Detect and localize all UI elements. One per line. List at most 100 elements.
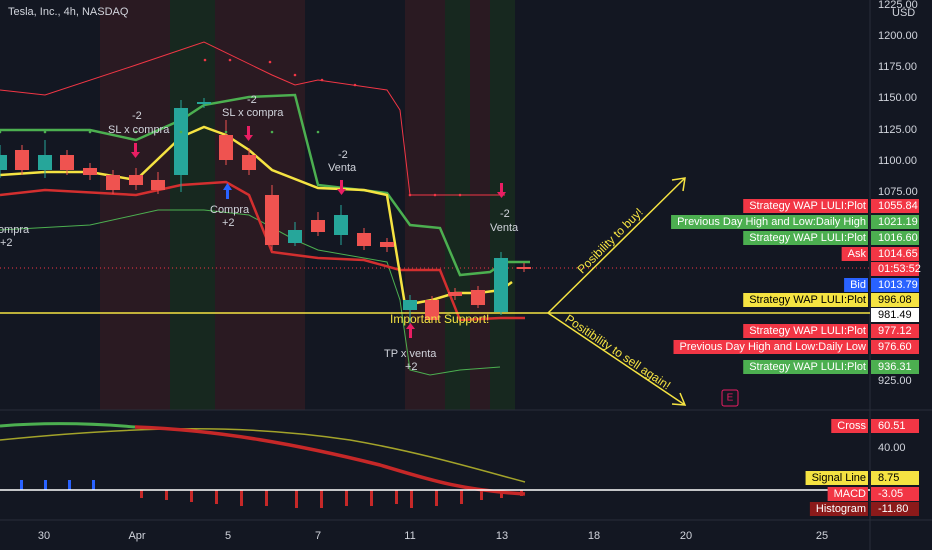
signal: -2	[132, 110, 142, 122]
dot	[353, 83, 357, 87]
dot	[316, 130, 320, 134]
time-label: 13	[496, 530, 508, 542]
tag-value: 01:53:52	[878, 263, 921, 275]
candle-body	[83, 168, 97, 175]
signal: +2	[0, 237, 13, 249]
tag-value: 8.75	[878, 472, 899, 484]
candle-body	[60, 155, 74, 170]
sell-note: Positibility to sell again!	[563, 312, 674, 393]
tag-name: Histogram	[816, 503, 866, 515]
tag-name: Strategy WAP LULI:Plot	[749, 325, 866, 337]
hist-bar	[68, 480, 71, 490]
value-tag	[871, 215, 919, 229]
tag-value: 1021.19	[878, 216, 918, 228]
signal: Venta	[328, 162, 357, 174]
hist-bar	[345, 490, 348, 506]
value-tag	[871, 487, 919, 501]
tag-value: 1013.79	[878, 279, 918, 291]
hist-bar	[44, 480, 47, 490]
support-note: Important Support!	[390, 312, 489, 326]
value-tag	[871, 231, 919, 245]
hist-bar	[165, 490, 168, 500]
dot	[228, 58, 232, 62]
hist-bar	[295, 490, 298, 508]
hist-bar	[480, 490, 483, 500]
price-tick-label: 1225.00	[878, 0, 918, 11]
event-icon	[721, 389, 739, 407]
hist-bar	[460, 490, 463, 504]
name-tag	[673, 340, 868, 354]
candle-body	[288, 230, 302, 243]
tag-value: 936.31	[878, 361, 912, 373]
signal: +2	[222, 217, 235, 229]
tag-name: MACD	[834, 488, 866, 500]
hist-bar	[190, 490, 193, 502]
candle-body	[38, 155, 52, 170]
value-tag	[871, 278, 919, 292]
name-tag	[743, 231, 868, 245]
price-tick-label: 1100.00	[878, 155, 917, 167]
value-tag	[871, 308, 919, 322]
tag-value: 60.51	[878, 420, 906, 432]
value-tag	[871, 471, 919, 485]
tag-name: Strategy WAP LULI:Plot	[749, 361, 866, 373]
dot	[0, 130, 2, 134]
hist-bar	[320, 490, 323, 508]
tag-value: 1016.60	[878, 232, 918, 244]
dot	[224, 130, 228, 134]
candle-body	[380, 242, 394, 247]
tag-value: 977.12	[878, 325, 912, 337]
candle-body	[129, 175, 143, 185]
name-tag	[805, 471, 868, 485]
signal: +2	[405, 361, 418, 373]
indicator-lines	[0, 41, 530, 376]
signal: -2	[500, 208, 510, 220]
dot	[43, 130, 47, 134]
hist-bar	[410, 490, 413, 508]
signal: -2	[338, 149, 348, 161]
dot	[203, 58, 207, 62]
macd-tick-label: 40.00	[878, 442, 906, 454]
time-label: 30	[38, 530, 50, 542]
dot	[433, 193, 437, 197]
buy-note: Posibility to buy!	[574, 205, 645, 276]
price-tick-label: 1150.00	[878, 92, 917, 104]
name-tag	[841, 247, 868, 261]
tag-name: Strategy WAP LULI:Plot	[749, 232, 866, 244]
price-tick-label: 1175.00	[878, 61, 917, 73]
value-tag	[871, 419, 919, 433]
candle-body	[219, 135, 233, 160]
dot	[134, 130, 138, 134]
candle-body	[425, 300, 439, 320]
candle-body	[448, 292, 462, 296]
hist-bar	[395, 490, 398, 504]
hist-bar	[265, 490, 268, 506]
dot	[408, 193, 412, 197]
candle-body	[334, 215, 348, 235]
candle-body	[357, 233, 371, 246]
histogram	[20, 480, 523, 508]
macd-lines	[0, 422, 526, 496]
time-label: 25	[816, 530, 828, 542]
time-label: 7	[315, 530, 321, 542]
candle-body	[197, 102, 211, 104]
dot	[320, 78, 324, 82]
hist-bar	[500, 490, 503, 498]
tag-name: Strategy WAP LULI:Plot	[749, 200, 866, 212]
candle-body	[403, 300, 417, 310]
tag-name: Signal Line	[812, 472, 866, 484]
tag-name: Bid	[850, 279, 866, 291]
candle-body	[242, 155, 256, 170]
tag-value: -3.05	[878, 488, 903, 500]
dot	[458, 193, 462, 197]
candle-body	[471, 290, 485, 305]
candle-body	[15, 150, 29, 170]
candle-body	[517, 267, 531, 269]
price-tick-label: 1200.00	[878, 30, 918, 42]
tag-name: Previous Day High and Low:Daily High	[677, 216, 866, 228]
tag-name: Ask	[848, 248, 867, 260]
tag-name: Strategy WAP LULI:Plot	[749, 294, 866, 306]
tag-value: -11.80	[878, 503, 908, 515]
value-tag	[871, 360, 919, 374]
dot	[179, 130, 183, 134]
